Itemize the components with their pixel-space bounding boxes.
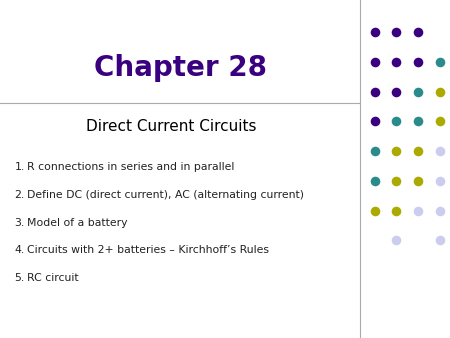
- Point: [393, 238, 400, 243]
- Point: [436, 89, 443, 94]
- Point: [414, 29, 422, 35]
- Point: [414, 119, 422, 124]
- Text: Define DC (direct current), AC (alternating current): Define DC (direct current), AC (alternat…: [27, 190, 304, 200]
- Point: [371, 29, 378, 35]
- Point: [371, 59, 378, 65]
- Point: [371, 208, 378, 213]
- Point: [393, 208, 400, 213]
- Text: 1.: 1.: [14, 162, 25, 172]
- Point: [393, 29, 400, 35]
- Text: Direct Current Circuits: Direct Current Circuits: [86, 119, 256, 134]
- Point: [414, 148, 422, 154]
- Point: [436, 59, 443, 65]
- Point: [436, 119, 443, 124]
- Text: 3.: 3.: [14, 218, 25, 228]
- Point: [393, 59, 400, 65]
- Text: Model of a battery: Model of a battery: [27, 218, 127, 228]
- Point: [436, 238, 443, 243]
- Point: [371, 119, 378, 124]
- Text: 2.: 2.: [14, 190, 25, 200]
- Text: Chapter 28: Chapter 28: [94, 54, 266, 81]
- Point: [393, 148, 400, 154]
- Point: [393, 89, 400, 94]
- Point: [414, 89, 422, 94]
- Point: [393, 178, 400, 184]
- Point: [371, 89, 378, 94]
- Point: [414, 208, 422, 213]
- Point: [436, 178, 443, 184]
- Point: [414, 59, 422, 65]
- Text: RC circuit: RC circuit: [27, 273, 79, 283]
- Text: 5.: 5.: [14, 273, 25, 283]
- Point: [371, 178, 378, 184]
- Text: 4.: 4.: [14, 245, 25, 256]
- Point: [436, 208, 443, 213]
- Point: [414, 178, 422, 184]
- Text: R connections in series and in parallel: R connections in series and in parallel: [27, 162, 234, 172]
- Point: [393, 119, 400, 124]
- Text: Circuits with 2+ batteries – Kirchhoff’s Rules: Circuits with 2+ batteries – Kirchhoff’s…: [27, 245, 269, 256]
- Point: [371, 148, 378, 154]
- Point: [436, 148, 443, 154]
